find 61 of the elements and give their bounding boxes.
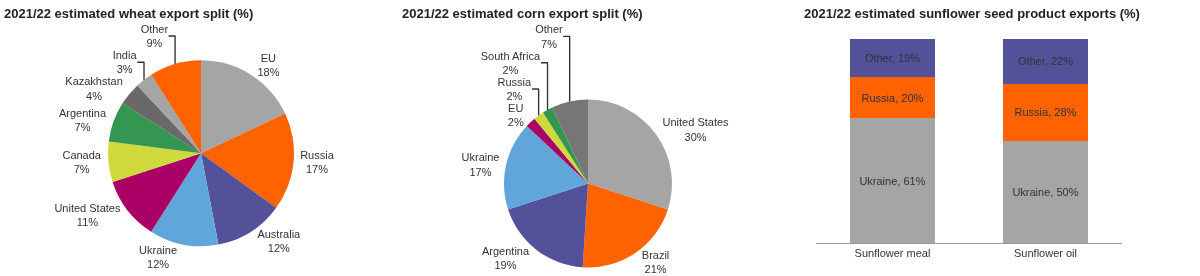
data-label: 7% — [74, 121, 91, 134]
slice-label: Brazil — [641, 248, 670, 261]
slice-label: Russia — [300, 148, 335, 161]
data-label: Russia, 28% — [1014, 106, 1077, 119]
pie-slice — [151, 60, 201, 154]
slice-label: South Africa — [480, 49, 541, 62]
pie-slice — [542, 107, 588, 184]
pie-slice — [151, 153, 219, 246]
slice-label: EU — [508, 102, 524, 115]
data-label: 2% — [507, 116, 524, 129]
slice-label: Other — [140, 22, 169, 35]
pie-slice — [504, 126, 588, 210]
data-label: 7% — [73, 163, 90, 176]
data-label: 3% — [116, 63, 133, 76]
bar — [850, 77, 935, 119]
slice-label: United States — [54, 201, 121, 214]
slice-label: Canada — [62, 148, 102, 161]
chart-title: 2021/22 estimated wheat export split (%) — [4, 6, 254, 21]
pie-slice — [108, 103, 201, 154]
data-label: 4% — [86, 89, 103, 102]
data-label: Ukraine, 61% — [859, 174, 926, 187]
data-label: 11% — [76, 216, 99, 229]
slice-label: India — [112, 49, 138, 62]
data-label: Other, 22% — [1017, 55, 1074, 68]
slice-label: Ukraine — [461, 151, 500, 164]
data-label: Ukraine, 50% — [1012, 185, 1079, 198]
slice-label: United States — [662, 116, 730, 129]
slice-label: Russia — [497, 75, 533, 88]
data-label: Other, 19% — [864, 52, 921, 65]
data-label: 9% — [146, 37, 163, 50]
data-label: 2% — [506, 90, 523, 103]
data-label: 12% — [147, 258, 170, 271]
data-label: 18% — [257, 66, 280, 79]
chart-title: 2021/22 estimated sunflower seed product exports (%) — [804, 6, 1140, 21]
data-label: 17% — [305, 163, 329, 176]
slice-label: Australia — [257, 227, 302, 240]
pie-slice — [552, 99, 588, 184]
bar — [1003, 83, 1088, 141]
slice-label: EU — [260, 52, 277, 65]
bar — [850, 38, 935, 78]
data-label: 30% — [684, 130, 707, 143]
data-label: 7% — [541, 37, 558, 50]
x-tick-label: Sunflower oil — [1014, 247, 1077, 260]
slice-label: Argentina — [481, 244, 530, 257]
slice-label: Argentina — [58, 107, 107, 120]
data-label: 21% — [644, 263, 667, 276]
data-label: 17% — [469, 165, 492, 178]
bar — [1003, 38, 1088, 84]
data-label: Russia, 20% — [861, 91, 924, 104]
data-label: 19% — [494, 259, 517, 272]
data-label: 2% — [502, 63, 519, 76]
pie-slice — [108, 141, 201, 182]
slice-label: Ukraine — [139, 244, 177, 257]
data-label: 12% — [267, 242, 291, 255]
x-tick-label: Sunflower meal — [854, 247, 931, 260]
chart-title: 2021/22 estimated corn export split (%) — [402, 6, 643, 21]
slice-label: Kazakhstan — [65, 75, 123, 88]
pie-slice — [534, 112, 588, 184]
pie-slice — [201, 113, 294, 208]
slice-label: Other — [535, 23, 564, 36]
pie-slice — [122, 85, 201, 154]
